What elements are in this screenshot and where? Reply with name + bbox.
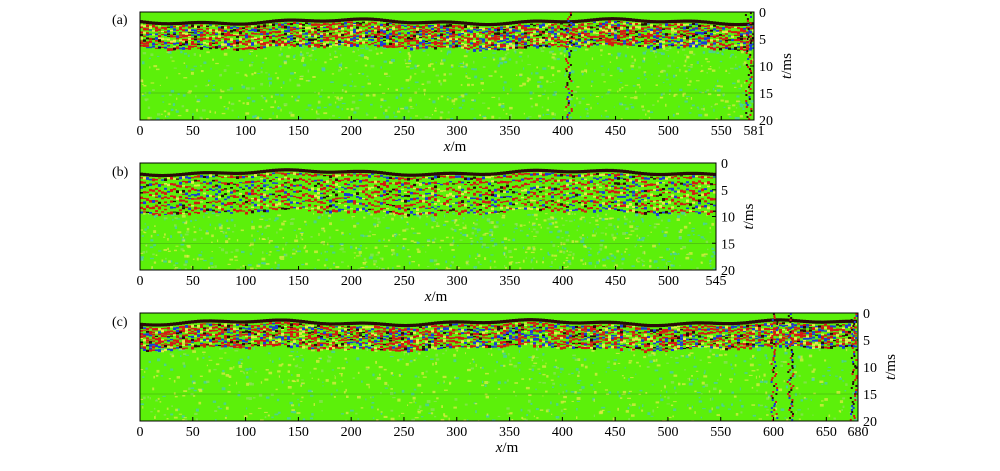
y-axis-label: t/ms <box>741 203 757 229</box>
y-tick-label: 15 <box>759 87 773 102</box>
y-tick-label: 10 <box>721 211 735 226</box>
vertical-anomaly <box>744 12 753 120</box>
radargram-background <box>140 163 716 270</box>
panel-c: 0 50 100 150 200 250 300 350 400 450 500 550 600 650 6… <box>112 307 899 456</box>
reflection-band <box>140 17 754 52</box>
x-axis-label: x/m <box>424 289 448 305</box>
radargram-image <box>140 12 754 120</box>
y-tick-label: 5 <box>759 33 766 48</box>
y-tick-label: 20 <box>759 114 773 129</box>
x-tick-label: 250 <box>393 425 414 440</box>
y-tick-label: 0 <box>863 307 870 322</box>
x-tick-label: 550 <box>711 124 732 139</box>
x-tick-label: 400 <box>552 124 573 139</box>
x-tick-label: 250 <box>394 274 415 289</box>
panel-label: (b) <box>112 165 129 180</box>
x-tick-label: 100 <box>235 274 256 289</box>
x-axis-label: x/m <box>443 139 467 155</box>
x-tick-label: 0 <box>137 274 144 289</box>
y-tick-label: 10 <box>759 60 773 75</box>
y-tick-label: 20 <box>863 415 877 430</box>
x-tick-label: 600 <box>763 425 784 440</box>
radargram-image <box>140 313 858 421</box>
x-tick-label: 50 <box>186 274 200 289</box>
y-tick-label: 10 <box>863 361 877 376</box>
panel-a: 0 50 100 150 200 250 300 350 400 450 500 550 581 0 5 10… <box>112 6 795 155</box>
x-tick-label: 50 <box>186 425 200 440</box>
y-tick-label: 0 <box>759 6 766 21</box>
x-tick-label: 545 <box>706 274 727 289</box>
x-tick-label: 200 <box>341 124 362 139</box>
vertical-anomaly <box>565 12 573 120</box>
panel-label: (a) <box>112 13 128 28</box>
radargram-image <box>140 163 716 270</box>
x-tick-label: 400 <box>552 274 573 289</box>
y-tick-label: 0 <box>721 157 728 172</box>
panel-b: 0 50 100 150 200 250 300 350 400 450 500 545 0 5 10 15 2… <box>112 157 757 305</box>
x-tick-label: 0 <box>137 124 144 139</box>
vertical-anomaly <box>770 313 779 421</box>
x-tick-label: 300 <box>447 274 468 289</box>
x-tick-label: 150 <box>288 274 309 289</box>
x-tick-label: 350 <box>499 124 520 139</box>
x-tick-label: 150 <box>288 124 309 139</box>
x-tick-label: 500 <box>658 124 679 139</box>
x-tick-label: 300 <box>447 124 468 139</box>
vertical-anomaly <box>786 313 795 421</box>
x-tick-label: 250 <box>394 124 415 139</box>
x-tick-label: 100 <box>235 124 256 139</box>
y-tick-label: 5 <box>721 184 728 199</box>
x-tick-label: 100 <box>235 425 256 440</box>
x-axis-label: x/m <box>495 440 519 456</box>
y-tick-label: 20 <box>721 264 735 279</box>
x-tick-label: 581 <box>744 124 765 139</box>
y-tick-label: 5 <box>863 334 870 349</box>
x-tick-label: 50 <box>186 124 200 139</box>
x-tick-label: 680 <box>848 425 869 440</box>
x-tick-label: 650 <box>816 425 837 440</box>
x-tick-label: 200 <box>341 425 362 440</box>
x-tick-label: 400 <box>552 425 573 440</box>
y-tick-label: 15 <box>721 237 735 252</box>
x-tick-label: 0 <box>137 425 144 440</box>
y-tick-label: 15 <box>863 388 877 403</box>
x-tick-label: 150 <box>288 425 309 440</box>
x-tick-label: 450 <box>605 274 626 289</box>
x-tick-label: 200 <box>341 274 362 289</box>
x-tick-label: 450 <box>605 124 626 139</box>
reflection-band <box>140 318 857 354</box>
vertical-anomaly <box>849 313 858 421</box>
x-tick-label: 300 <box>446 425 467 440</box>
x-tick-label: 500 <box>658 274 679 289</box>
x-tick-label: 450 <box>605 425 626 440</box>
x-tick-label: 500 <box>657 425 678 440</box>
x-tick-label: 350 <box>499 425 520 440</box>
y-axis-label: t/ms <box>779 53 795 79</box>
reflection-band <box>140 168 716 217</box>
panel-label: (c) <box>112 315 128 330</box>
y-axis-label: t/ms <box>883 354 899 380</box>
x-tick-label: 350 <box>499 274 520 289</box>
x-tick-label: 550 <box>710 425 731 440</box>
